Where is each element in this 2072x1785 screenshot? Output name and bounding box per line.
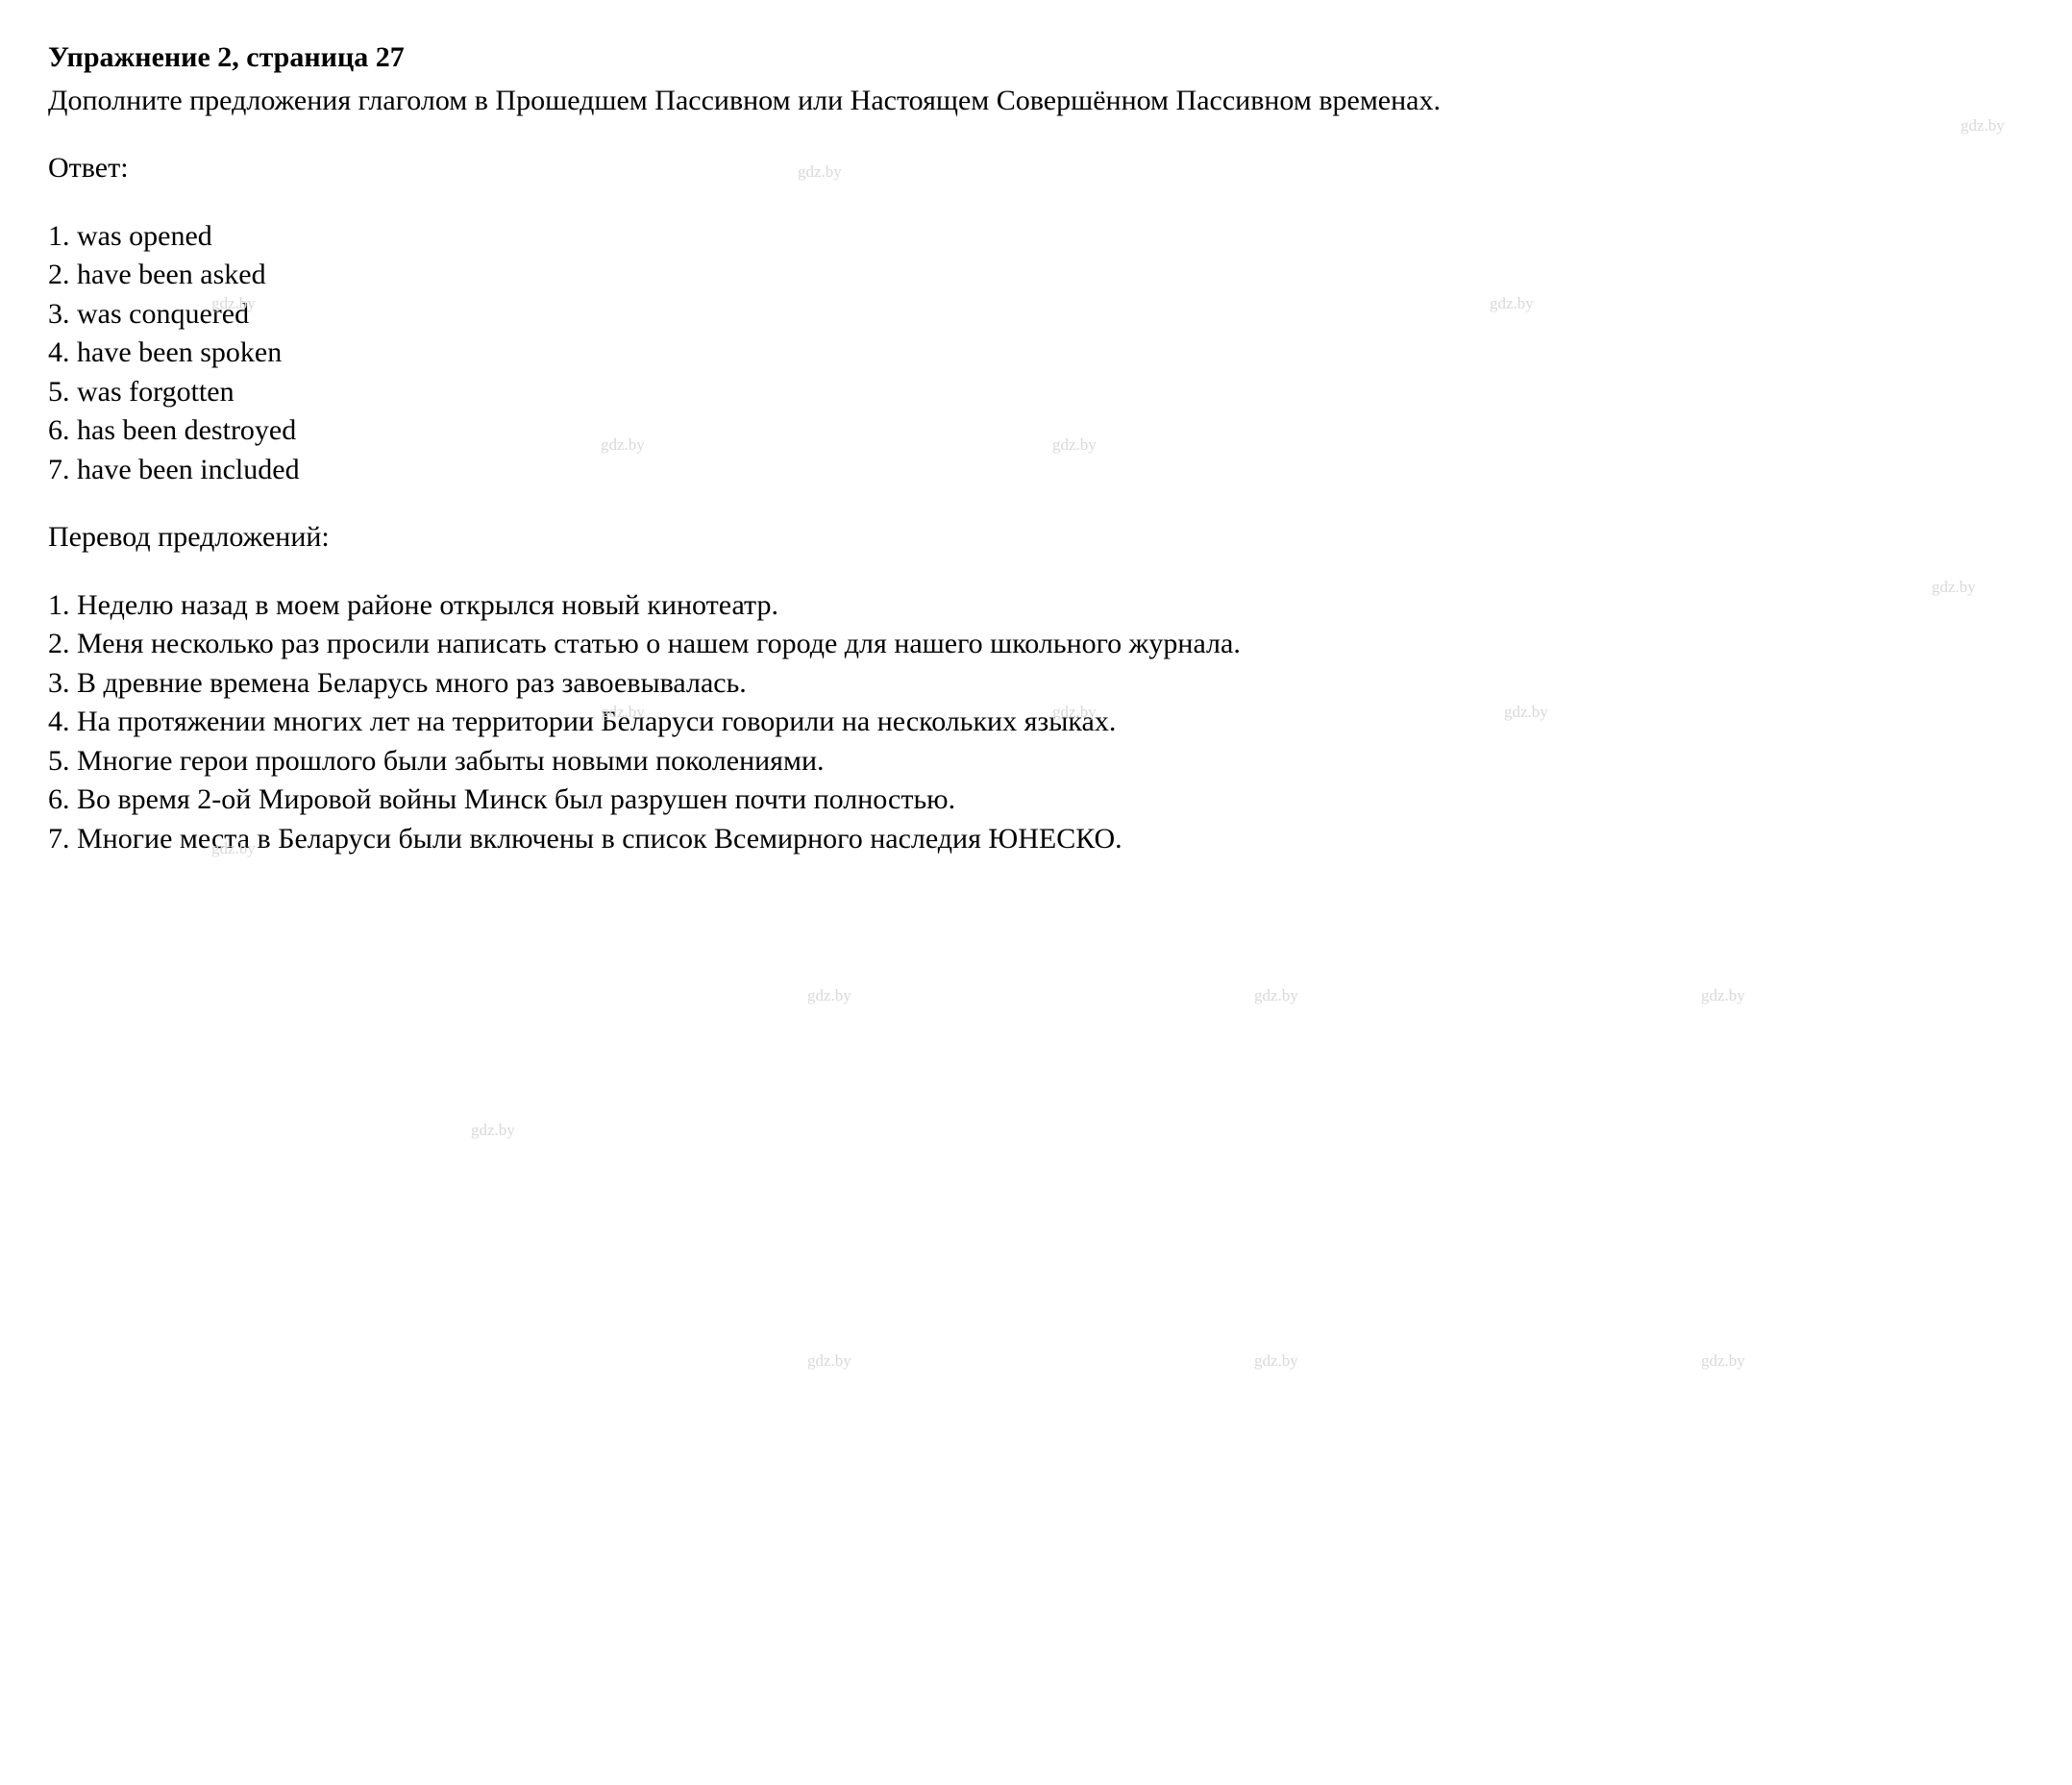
translation-item: 1. Неделю назад в моем районе открылся н…: [48, 586, 2024, 626]
watermark-text: gdz.by: [471, 1120, 515, 1142]
translation-item: 6. Во время 2-ой Мировой войны Минск был…: [48, 781, 2024, 820]
instruction-text: Дополните предложения глаголом в Прошедш…: [48, 82, 2024, 121]
watermark-text: gdz.by: [1254, 985, 1298, 1007]
watermark-text: gdz.by: [1254, 1351, 1298, 1373]
answer-item: 4. have been spoken: [48, 334, 2024, 373]
answer-item: 6. has been destroyed: [48, 411, 2024, 451]
answer-list: 1. was opened 2. have been asked 3. was …: [48, 217, 2024, 490]
answer-item: 2. have been asked: [48, 256, 2024, 295]
translation-item: 3. В древние времена Беларусь много раз …: [48, 664, 2024, 704]
page-container: Упражнение 2, страница 27 Дополните пред…: [48, 38, 2024, 858]
watermark-text: gdz.by: [807, 985, 851, 1007]
answer-item: 1. was opened: [48, 217, 2024, 257]
translation-item: 7. Многие места в Беларуси были включены…: [48, 820, 2024, 859]
translation-label: Перевод предложений:: [48, 518, 2024, 558]
watermark-text: gdz.by: [1701, 1351, 1745, 1373]
watermark-text: gdz.by: [807, 1351, 851, 1373]
translation-list: 1. Неделю назад в моем районе открылся н…: [48, 586, 2024, 859]
answer-label: Ответ:: [48, 149, 2024, 188]
translation-item: 5. Многие герои прошлого были забыты нов…: [48, 742, 2024, 781]
answer-item: 7. have been included: [48, 451, 2024, 490]
exercise-title: Упражнение 2, страница 27: [48, 38, 2024, 78]
answer-item: 5. was forgotten: [48, 373, 2024, 412]
watermark-text: gdz.by: [1701, 985, 1745, 1007]
translation-item: 2. Меня несколько раз просили написать с…: [48, 625, 2024, 664]
translation-item: 4. На протяжении многих лет на территори…: [48, 703, 2024, 742]
answer-item: 3. was conquered: [48, 295, 2024, 335]
